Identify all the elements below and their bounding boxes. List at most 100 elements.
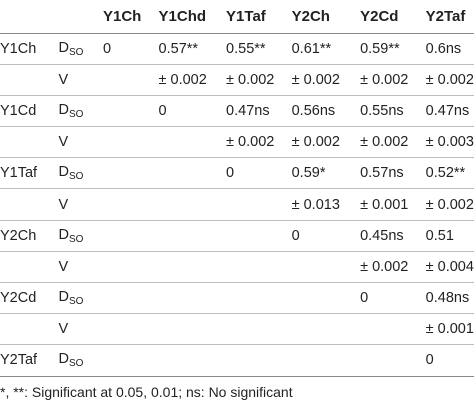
stat-symbol: D (58, 39, 69, 56)
table-row: V ± 0.002 ± 0.002 ± 0.002 ± 0.002 ± 0.002 (0, 64, 474, 96)
header-row: Y1Ch Y1Chd Y1Taf Y2Ch Y2Cd Y2Taf (0, 0, 474, 34)
table-cell: ± 0.002 (291, 64, 361, 96)
stat-symbol: D (58, 351, 69, 368)
row-group-label: Y2Cd (0, 282, 59, 315)
table-cell (102, 64, 159, 96)
table-cell (102, 313, 159, 346)
table-cell: ± 0.013 (291, 188, 361, 221)
table-cell (226, 282, 292, 315)
table-cell: 0.57** (158, 33, 227, 65)
stat-label: V (58, 251, 103, 284)
table-cell (291, 251, 361, 284)
table-cell: 0.55** (226, 33, 292, 65)
row-group-label (0, 313, 59, 346)
table-row: Y2Taf DSO 0 (0, 344, 474, 377)
table-cell: 0.6ns (425, 33, 474, 65)
stat-subscript: SO (68, 46, 84, 58)
stat-label: DSO (58, 344, 103, 377)
table-cell: ± 0.002 (425, 64, 474, 96)
stat-symbol: D (58, 289, 69, 306)
table-cell: ± 0.001 (425, 313, 474, 346)
table-cell: ± 0.004 (425, 251, 474, 284)
stat-label: DSO (58, 282, 103, 315)
table-cell: ± 0.002 (360, 64, 426, 96)
stat-label: V (58, 64, 103, 96)
stat-symbol: V (58, 196, 69, 213)
table-cell: 0 (425, 344, 474, 377)
stat-symbol: V (58, 71, 69, 88)
header-cell (0, 0, 59, 34)
table-cell: 0 (291, 220, 361, 252)
table-row: V ± 0.013 ± 0.001 ± 0.002 (0, 188, 474, 221)
table-cell (158, 344, 227, 377)
header-cell: Y2Ch (291, 0, 361, 34)
table-cell (360, 344, 426, 377)
stat-label: DSO (58, 157, 103, 190)
row-group-label: Y1Cd (0, 95, 59, 128)
table-cell: ± 0.002 (158, 64, 227, 96)
stat-label: DSO (58, 33, 103, 65)
stat-subscript: SO (68, 233, 84, 245)
row-group-label: Y1Taf (0, 157, 59, 190)
stat-label: DSO (58, 95, 103, 128)
stat-symbol: V (58, 258, 69, 275)
row-group-label (0, 126, 59, 159)
stat-label: V (58, 313, 103, 346)
table-cell (226, 344, 292, 377)
table-cell: ± 0.002 (425, 188, 474, 221)
header-cell (58, 0, 103, 34)
table-cell: ± 0.002 (291, 126, 361, 159)
table-cell (291, 344, 361, 377)
stat-symbol: D (58, 101, 69, 118)
table-cell: 0.47ns (425, 95, 474, 128)
table-cell: 0.52** (425, 157, 474, 190)
stat-label: DSO (58, 220, 103, 252)
table-cell (102, 95, 159, 128)
table-cell: 0.59* (291, 157, 361, 190)
table-cell (226, 313, 292, 346)
table-cell (291, 282, 361, 315)
row-group-label (0, 251, 59, 284)
header-cell: Y2Cd (360, 0, 426, 34)
stat-label: V (58, 188, 103, 221)
stat-symbol: V (58, 321, 69, 338)
table-cell (158, 188, 227, 221)
table-cell: 0 (360, 282, 426, 315)
table-cell: 0.51 (425, 220, 474, 252)
table-cell: ± 0.002 (226, 126, 292, 159)
table-cell: 0.47ns (226, 95, 292, 128)
table-cell (102, 344, 159, 377)
table-cell: 0 (226, 157, 292, 190)
table-cell: 0.45ns (360, 220, 426, 252)
table-cell (158, 220, 227, 252)
stat-subscript: SO (68, 358, 84, 370)
table-cell (102, 251, 159, 284)
table-row: V ± 0.001 (0, 313, 474, 346)
table-cell: 0.48ns (425, 282, 474, 315)
table-cell: 0.57ns (360, 157, 426, 190)
table-cell (226, 188, 292, 221)
header-cell: Y1Ch (102, 0, 159, 34)
header-cell: Y1Chd (158, 0, 227, 34)
table-cell: ± 0.001 (360, 188, 426, 221)
table-cell (102, 220, 159, 252)
table-row: Y2Cd DSO 0 0.48ns (0, 282, 474, 315)
row-group-label (0, 188, 59, 221)
row-group-label: Y2Ch (0, 220, 59, 252)
table-cell (158, 313, 227, 346)
table-cell: ± 0.002 (226, 64, 292, 96)
table-cell (102, 282, 159, 315)
stat-symbol: D (58, 226, 69, 243)
table-cell (102, 126, 159, 159)
stat-symbol: V (58, 134, 69, 151)
row-group-label: Y1Ch (0, 33, 59, 65)
table-row: V ± 0.002 ± 0.002 ± 0.002 ± 0.003 (0, 126, 474, 159)
table-cell: 0.59** (360, 33, 426, 65)
table-cell (102, 188, 159, 221)
correlation-table: Y1Ch Y1Chd Y1Taf Y2Ch Y2Cd Y2Taf Y1Ch DSO… (0, 0, 474, 377)
table-row: Y1Cd DSO 0 0.47ns 0.56ns 0.55ns 0.47ns (0, 95, 474, 128)
table-cell (226, 220, 292, 252)
header-cell: Y2Taf (425, 0, 474, 34)
stat-label: V (58, 126, 103, 159)
table-cell (102, 157, 159, 190)
